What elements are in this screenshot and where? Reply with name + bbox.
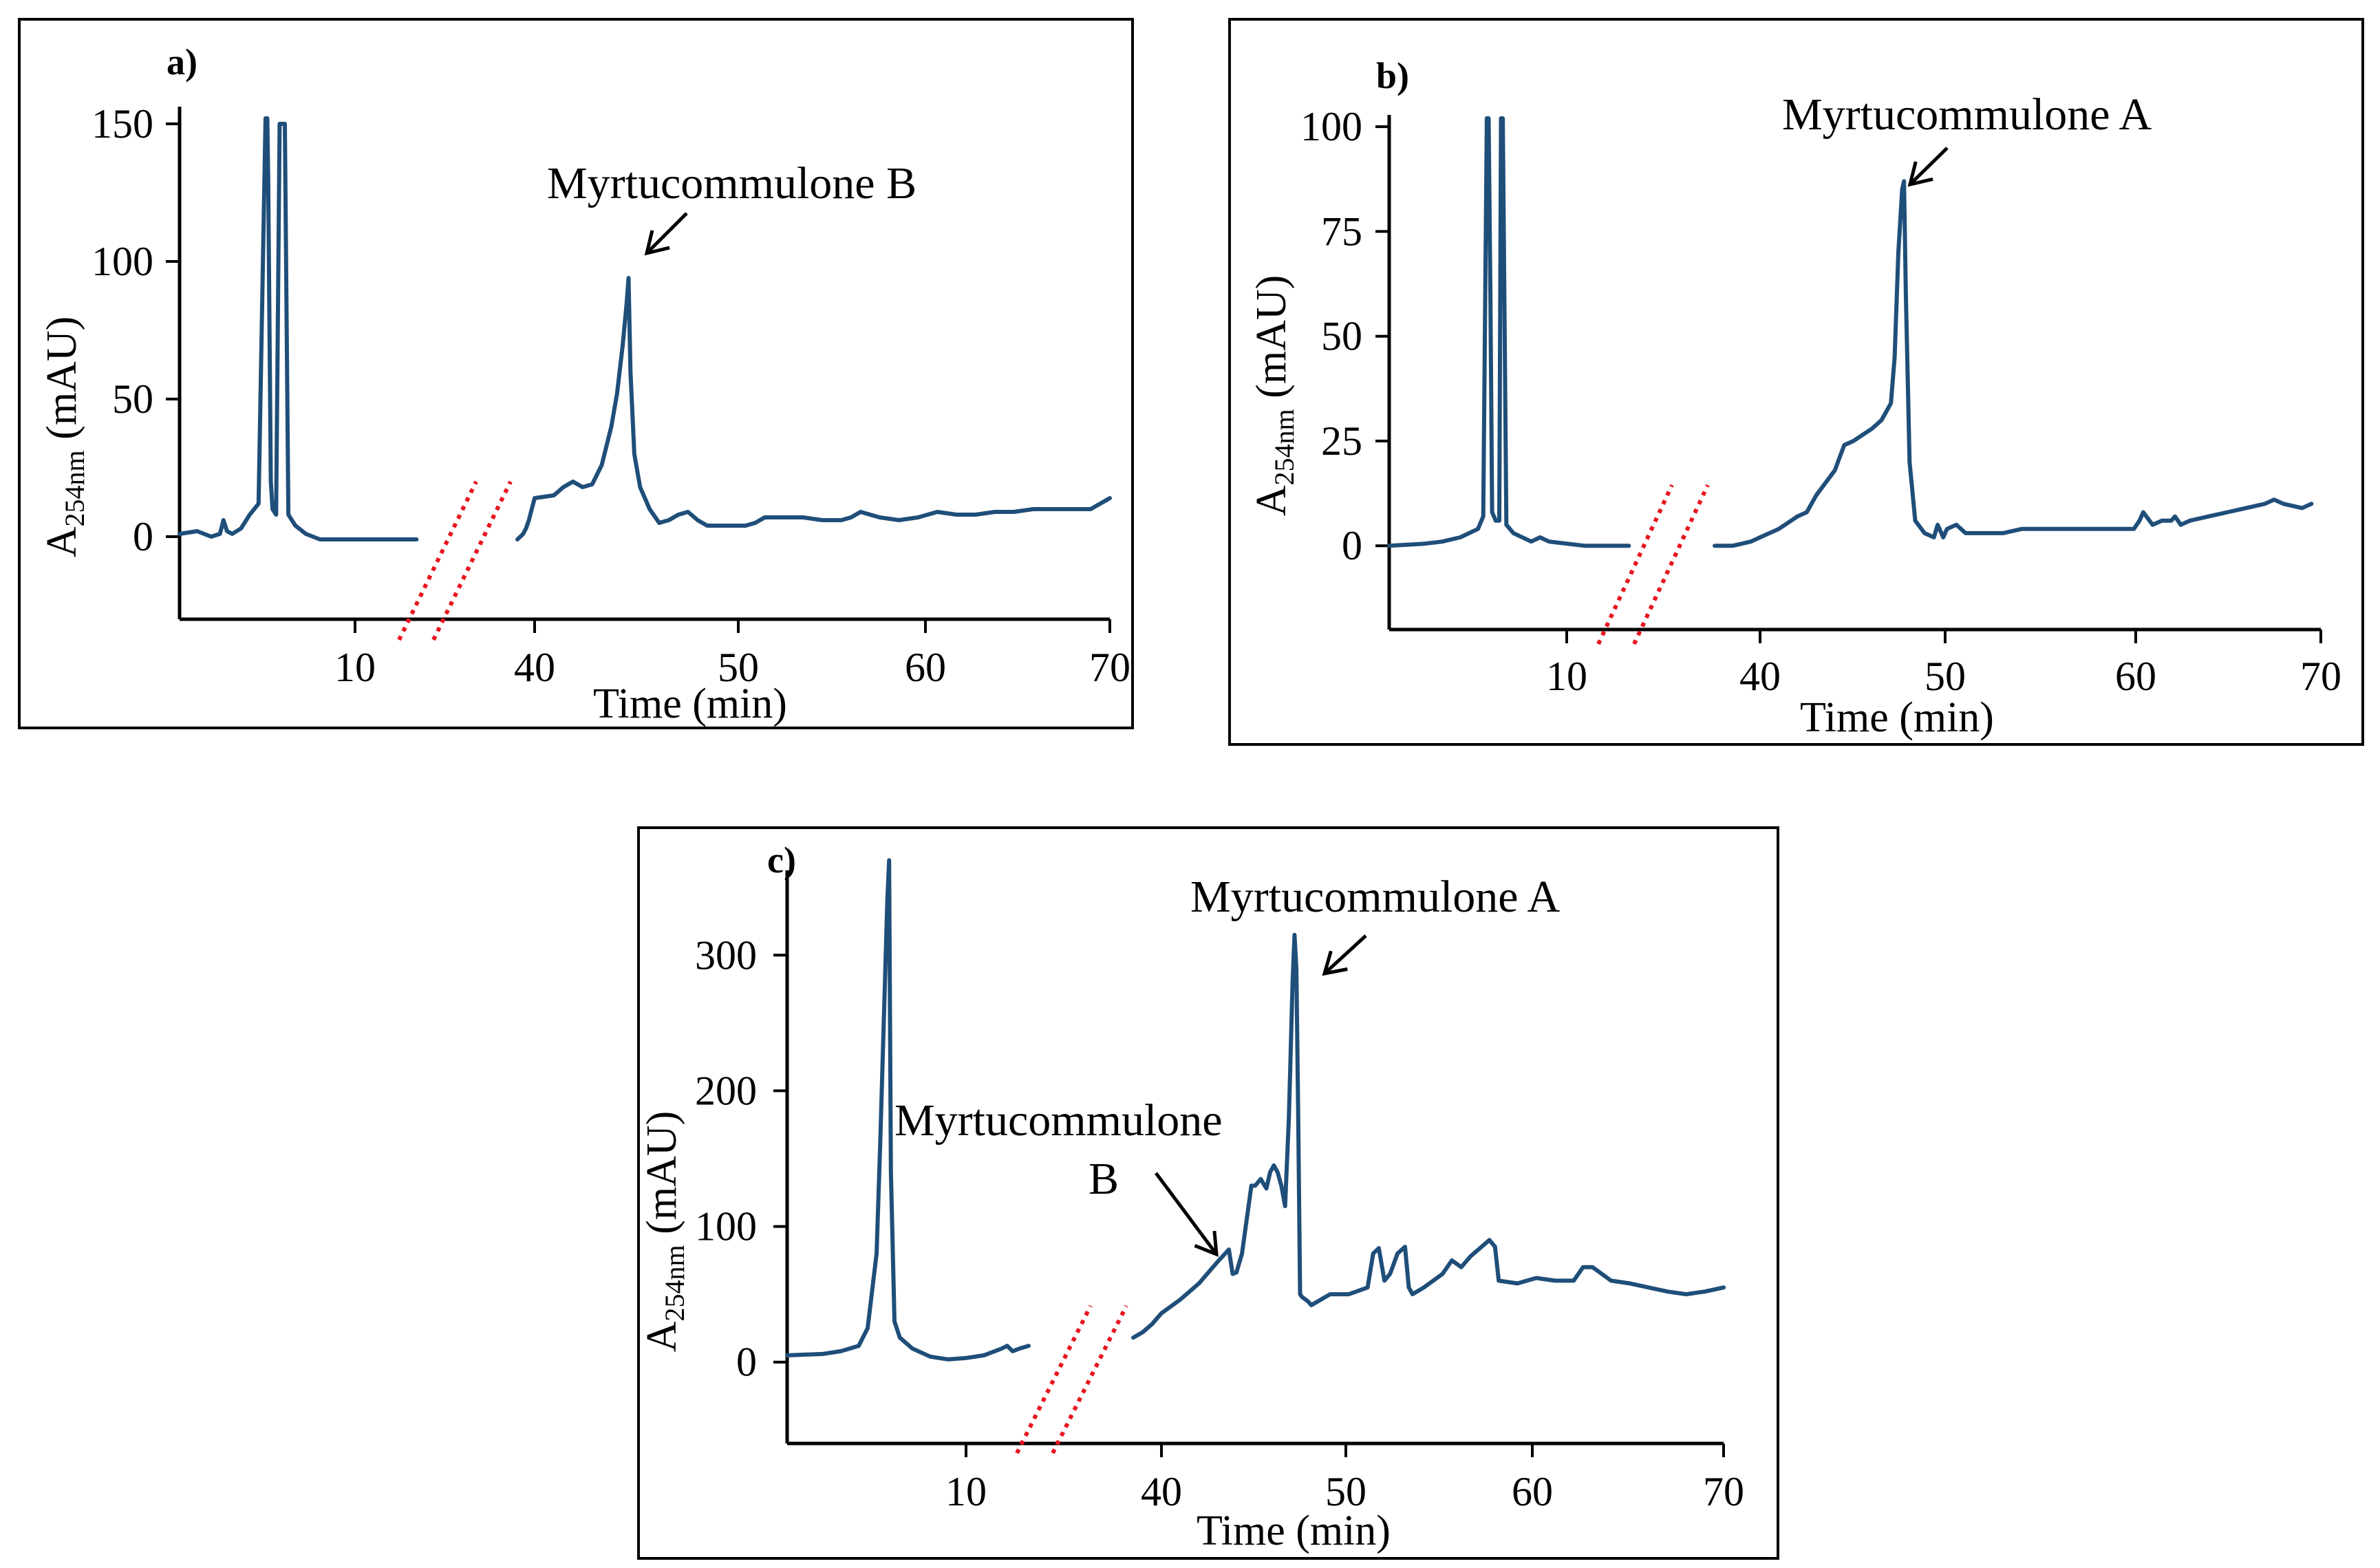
x-tick-label: 40 — [1739, 654, 1781, 699]
x-axis-title: Time (min) — [1800, 694, 1994, 741]
x-tick-label: 70 — [1703, 1469, 1744, 1514]
y-axis-title-subscript: 254nm — [659, 1245, 690, 1321]
x-tick-label: 10 — [945, 1469, 987, 1514]
x-tick-label: 10 — [334, 645, 376, 690]
panel-frame — [18, 18, 1134, 729]
y-tick-label: 75 — [1321, 208, 1362, 254]
trace-segment-late — [1713, 179, 2314, 548]
y-axis-title-subscript: 254nm — [1269, 409, 1300, 485]
trace-segment-late — [515, 276, 1112, 541]
annotation-arrow — [645, 212, 688, 255]
x-tick-label: 40 — [1141, 1469, 1182, 1514]
annotation-label: Myrtucommulone B — [547, 158, 916, 208]
y-axis-title-suffix: (mAU) — [1248, 275, 1295, 409]
panel-label: c) — [767, 839, 796, 881]
y-axis-title-prefix: A — [39, 526, 85, 557]
x-axis-title: Time (min) — [593, 680, 787, 727]
trace-segment-early — [785, 858, 1031, 1362]
axis-break-mark — [1596, 484, 1674, 645]
y-tick-label: 0 — [736, 1340, 757, 1385]
y-tick-label: 25 — [1321, 418, 1362, 464]
y-tick-label: 0 — [1342, 523, 1362, 568]
x-tick-label: 50 — [1925, 654, 1966, 699]
annotation-label: Myrtucommulone — [894, 1095, 1223, 1146]
y-tick-label: 50 — [112, 376, 153, 422]
x-tick-label: 60 — [2115, 654, 2156, 699]
y-tick-label: 300 — [695, 932, 757, 978]
y-tick-label: 200 — [695, 1068, 757, 1113]
annotation-label: Myrtucommulone A — [1190, 872, 1560, 922]
panel-label: a) — [167, 41, 197, 83]
y-tick-label: 100 — [92, 239, 153, 284]
panel-frame — [1228, 18, 2364, 746]
annotation-label-line2: B — [1089, 1154, 1119, 1204]
trace-segment-early — [178, 116, 419, 541]
axis-break-mark — [1051, 1304, 1128, 1454]
y-tick-label: 100 — [1300, 104, 1362, 149]
y-axis-title-subscript: 254nm — [59, 450, 90, 526]
y-axis-title-prefix: A — [639, 1321, 685, 1352]
x-tick-label: 70 — [1089, 645, 1130, 690]
trace-segment-late — [1131, 932, 1726, 1340]
y-axis-title-prefix: A — [1248, 485, 1295, 516]
y-axis-title: A254nm (mAU) — [39, 316, 90, 557]
y-axis-title-suffix: (mAU) — [39, 316, 85, 451]
axis-break-mark — [1632, 484, 1710, 645]
chart-panel-c: 0 100 200 300 10 40 50 60 70 Time (min) A254nm (mA… — [637, 826, 1779, 1560]
chart-panel-a: 0 50 100 150 10 40 50 60 70 Time (min) A254nm (mAU… — [18, 18, 1134, 729]
trace-segment-early — [1387, 116, 1631, 548]
y-axis-title: A254nm (mAU) — [1248, 275, 1300, 516]
y-axis-title-suffix: (mAU) — [639, 1111, 685, 1245]
annotation-arrowhead — [1907, 161, 1933, 187]
axis-break-mark — [397, 480, 478, 641]
x-tick-label: 60 — [1512, 1469, 1553, 1514]
x-axis-title: Time (min) — [1197, 1507, 1391, 1554]
y-tick-label: 0 — [133, 514, 153, 559]
panel-label: b) — [1376, 55, 1409, 96]
panel-frame — [637, 826, 1779, 1560]
annotation-arrow — [1154, 1172, 1219, 1256]
axis-break-mark — [431, 480, 513, 641]
y-axis-title: A254nm (mAU) — [639, 1111, 690, 1352]
annotation-arrow — [1323, 934, 1367, 975]
axis-break-mark — [1015, 1304, 1093, 1454]
x-tick-label: 10 — [1546, 654, 1587, 699]
y-tick-label: 150 — [92, 101, 153, 147]
chart-panel-b: 0 25 50 75 100 10 40 50 60 70 Time (min) A254nm (mA… — [1228, 18, 2364, 746]
annotation-arrowhead — [644, 230, 670, 256]
y-tick-label: 100 — [695, 1204, 757, 1249]
x-tick-label: 50 — [1325, 1469, 1366, 1514]
x-tick-label: 70 — [2300, 654, 2341, 699]
annotation-arrowhead — [1194, 1230, 1219, 1257]
annotation-arrowhead — [1322, 950, 1348, 976]
x-tick-label: 60 — [905, 645, 946, 690]
x-tick-label: 50 — [718, 645, 759, 690]
y-tick-label: 50 — [1321, 314, 1362, 359]
annotation-label: Myrtucommulone A — [1782, 89, 2152, 140]
annotation-arrow — [1909, 147, 1949, 186]
x-tick-label: 40 — [514, 645, 555, 690]
